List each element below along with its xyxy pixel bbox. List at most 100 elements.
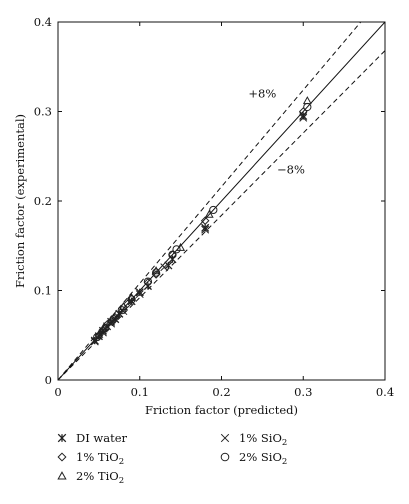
circle-marker-shape: [303, 102, 312, 112]
legend-marker-asterisk: [57, 433, 67, 443]
legend-label-subscript: 2: [282, 457, 287, 467]
point-circle: [109, 315, 118, 324]
point-asterisk: [135, 288, 144, 297]
x-marker-stroke: [160, 263, 169, 272]
point-circle: [117, 306, 126, 315]
y-tick-label: 0.1: [34, 284, 52, 298]
legend-label-text: 1% SiO: [239, 431, 282, 445]
legend-label-subscript: 2: [119, 457, 124, 467]
circle-marker-shape: [209, 205, 218, 215]
x-marker-stroke: [299, 113, 308, 122]
legend-label: 2% SiO2: [239, 450, 287, 467]
legend-label-text: 2% TiO: [76, 469, 119, 483]
x-marker-stroke: [135, 290, 144, 299]
tick-marks: 0 0.1 0.2 0.3 0.4 0 0.1 0.2 0.3 0.4: [34, 15, 394, 399]
point-asterisk: [115, 309, 124, 318]
triangle-marker-shape: [94, 329, 104, 338]
circle-marker-shape: [109, 315, 118, 324]
x-tick-label: 0.1: [131, 385, 149, 399]
legend-label-subscript: 2: [282, 438, 287, 448]
point-x: [201, 225, 210, 234]
triangle-marker-shape: [204, 209, 214, 218]
diamond-marker-shape: [143, 278, 153, 287]
diamond-marker-shape: [200, 216, 210, 225]
annotation-plus-8: +8%: [248, 87, 276, 101]
x-axis-label: Friction factor (predicted): [145, 403, 298, 417]
diamond-marker-shape: [110, 313, 120, 322]
data-points: [90, 96, 312, 346]
point-triangle: [151, 266, 161, 275]
x-tick-label: 0: [54, 385, 61, 399]
point-asterisk: [168, 255, 177, 264]
x-tick-label: 0.3: [294, 385, 312, 399]
point-triangle: [204, 209, 214, 218]
triangle-marker-shape: [57, 471, 67, 480]
y-tick-label: 0.2: [34, 194, 52, 208]
labels: Friction factor (predicted) Friction fac…: [13, 87, 305, 417]
legend-label: 2% TiO2: [76, 469, 124, 486]
legend-item: 1% TiO2: [57, 450, 124, 467]
circle-marker-shape: [220, 452, 230, 462]
legend-label-text: 1% TiO: [76, 450, 119, 464]
point-asterisk: [201, 223, 210, 232]
legend-label-subscript: 2: [119, 476, 124, 486]
circle-marker-shape: [93, 332, 102, 342]
point-circle: [101, 323, 110, 333]
legend-marker-circle: [220, 452, 230, 462]
legend-label: 1% TiO2: [76, 450, 124, 467]
legend-item: 1% SiO2: [220, 431, 287, 448]
point-asterisk: [164, 261, 173, 270]
point-circle: [209, 205, 218, 215]
x-tick-label: 0.2: [212, 385, 230, 399]
legend-item: DI water: [57, 431, 128, 445]
circle-marker-shape: [117, 306, 126, 315]
legend-marker-diamond: [57, 452, 67, 462]
circle-marker-shape: [172, 245, 181, 254]
point-triangle: [94, 329, 104, 338]
point-circle: [143, 277, 153, 286]
legend-marker-triangle: [57, 471, 67, 480]
point-x: [90, 337, 99, 346]
point-asterisk: [299, 111, 308, 121]
circle-marker-shape: [168, 250, 177, 259]
legend-label: 1% SiO2: [239, 431, 287, 448]
x-marker-stroke: [220, 433, 230, 443]
point-triangle: [127, 293, 137, 302]
point-triangle: [302, 96, 312, 105]
point-diamond: [200, 216, 210, 225]
diamond-marker-shape: [57, 452, 67, 462]
circle-marker-shape: [127, 295, 136, 304]
point-x: [135, 290, 144, 299]
legend-label: DI water: [76, 431, 128, 445]
circle-marker-shape: [101, 323, 110, 333]
triangle-marker-shape: [151, 266, 161, 275]
point-circle: [168, 250, 177, 259]
circle-marker-shape: [143, 277, 153, 286]
point-diamond: [110, 313, 120, 322]
triangle-marker-shape: [127, 293, 137, 302]
y-tick-label: 0: [45, 373, 52, 387]
annotation-minus-8: −8%: [277, 163, 305, 177]
triangle-marker-shape: [176, 242, 186, 251]
x-marker-stroke: [201, 225, 210, 234]
y-tick-label: 0.4: [34, 15, 52, 29]
point-circle: [127, 295, 136, 304]
legend-item: 2% SiO2: [220, 450, 287, 467]
point-circle: [93, 332, 102, 342]
reference-line-minus-8: [58, 50, 385, 380]
legend-item: 2% TiO2: [57, 469, 124, 486]
legend-label-text: 2% SiO: [239, 450, 282, 464]
point-x: [160, 263, 169, 272]
point-circle: [303, 102, 312, 112]
point-triangle: [176, 242, 186, 251]
y-tick-label: 0.3: [34, 105, 52, 119]
point-x: [299, 113, 308, 122]
point-diamond: [143, 278, 153, 287]
point-circle: [152, 268, 161, 277]
triangle-marker-shape: [302, 96, 312, 105]
point-circle: [172, 245, 181, 254]
legend-marker-x: [220, 433, 230, 443]
legend-label-text: DI water: [76, 431, 128, 445]
